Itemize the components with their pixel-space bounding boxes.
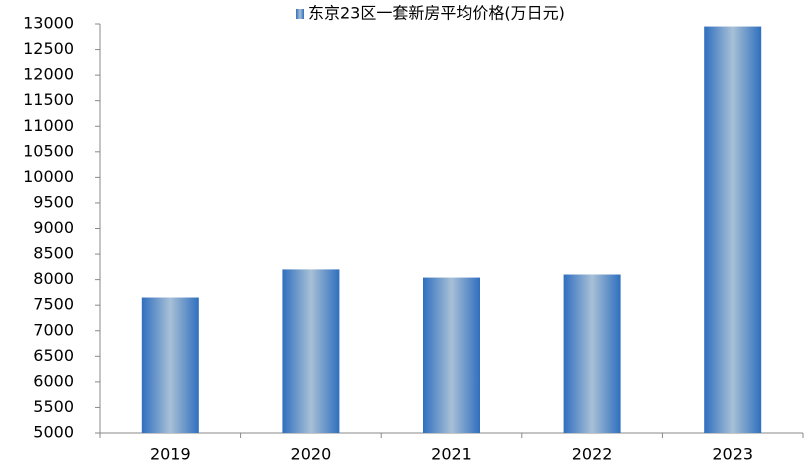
y-tick-label: 7000 bbox=[33, 320, 74, 339]
y-tick-label: 13000 bbox=[23, 14, 74, 33]
bar bbox=[141, 297, 199, 433]
y-tick-label: 10500 bbox=[23, 141, 74, 160]
legend-swatch bbox=[296, 9, 304, 19]
y-tick-label: 12000 bbox=[23, 65, 74, 84]
y-tick-label: 6000 bbox=[33, 371, 74, 390]
y-tick-label: 9500 bbox=[33, 192, 74, 211]
y-tick-label: 9000 bbox=[33, 218, 74, 237]
x-tick-label: 2023 bbox=[712, 445, 753, 464]
y-tick-label: 11500 bbox=[23, 90, 74, 109]
legend-label: 东京23区一套新房平均价格(万日元) bbox=[308, 4, 565, 23]
y-tick-label: 11000 bbox=[23, 116, 74, 135]
bar bbox=[563, 274, 621, 433]
x-tick-label: 2020 bbox=[291, 445, 332, 464]
bar bbox=[704, 26, 762, 434]
y-tick-label: 6500 bbox=[33, 346, 74, 365]
x-tick-label: 2022 bbox=[572, 445, 613, 464]
y-tick-label: 12500 bbox=[23, 39, 74, 58]
bar bbox=[423, 277, 480, 433]
y-tick-label: 7500 bbox=[33, 295, 74, 314]
bar bbox=[282, 269, 340, 433]
y-tick-label: 10000 bbox=[23, 167, 74, 186]
y-tick-label: 8500 bbox=[33, 244, 74, 263]
x-tick-label: 2021 bbox=[431, 445, 472, 464]
y-tick-label: 5000 bbox=[33, 423, 74, 442]
y-tick-label: 5500 bbox=[33, 397, 74, 416]
x-tick-label: 2019 bbox=[150, 445, 191, 464]
y-tick-label: 8000 bbox=[33, 269, 74, 288]
